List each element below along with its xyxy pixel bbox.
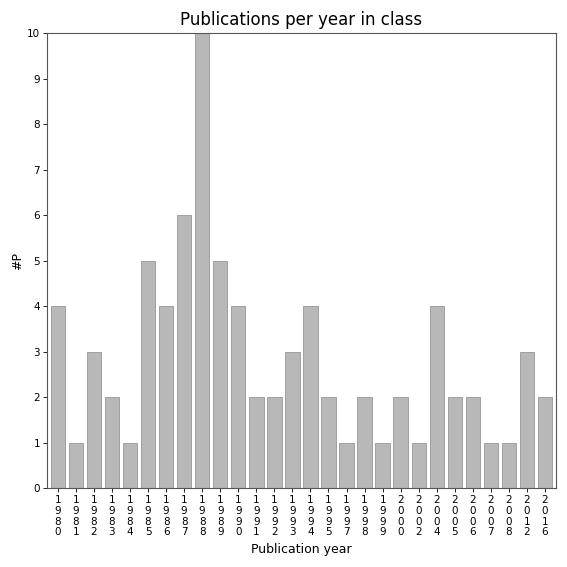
Bar (213, 261, 227, 488)
Bar (339, 442, 354, 488)
Bar (502, 442, 516, 488)
Bar (105, 397, 119, 488)
Bar (430, 306, 444, 488)
Bar (87, 352, 101, 488)
Bar (231, 306, 246, 488)
Bar (303, 306, 318, 488)
X-axis label: Publication year: Publication year (251, 543, 352, 556)
Bar (538, 397, 552, 488)
Bar (466, 397, 480, 488)
Bar (447, 397, 462, 488)
Bar (484, 442, 498, 488)
Bar (141, 261, 155, 488)
Bar (412, 442, 426, 488)
Bar (123, 442, 137, 488)
Bar (177, 215, 191, 488)
Bar (50, 306, 65, 488)
Bar (357, 397, 372, 488)
Bar (393, 397, 408, 488)
Bar (267, 397, 282, 488)
Bar (375, 442, 390, 488)
Y-axis label: #P: #P (11, 252, 24, 270)
Bar (69, 442, 83, 488)
Bar (321, 397, 336, 488)
Bar (249, 397, 264, 488)
Bar (285, 352, 299, 488)
Bar (195, 33, 209, 488)
Bar (159, 306, 174, 488)
Bar (520, 352, 534, 488)
Title: Publications per year in class: Publications per year in class (180, 11, 422, 29)
